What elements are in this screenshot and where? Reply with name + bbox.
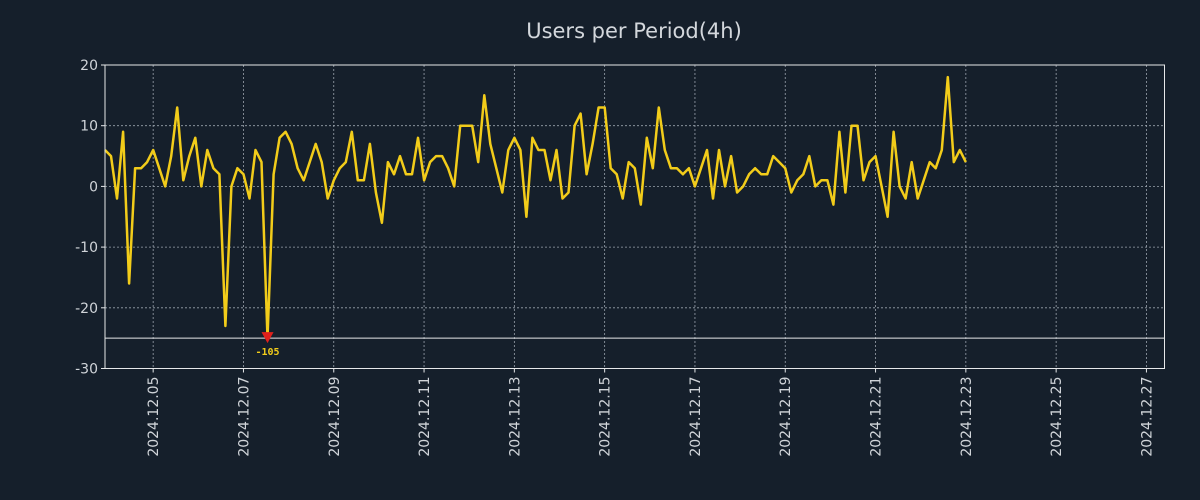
annotations: -105: [255, 332, 280, 358]
y-axis: 20 10 0 -10 -20 -30: [75, 58, 105, 378]
y-tick-label: -30: [75, 362, 98, 378]
y-tick-label: 0: [89, 179, 98, 195]
x-tick-label: 2024.12.05: [146, 377, 162, 457]
series-line-users: [104, 75, 967, 340]
y-tick-label: 20: [80, 58, 98, 74]
x-tick-label: 2024.12.19: [778, 377, 794, 457]
clipped-value-label: -105: [255, 347, 279, 358]
x-tick-label: 2024.12.15: [598, 377, 614, 457]
clipped-value-marker: [261, 332, 274, 344]
x-axis: 2024.12.05 2024.12.07 2024.12.09 2024.12.11…: [146, 368, 1155, 457]
data-points: [104, 77, 966, 339]
plot-frame: [104, 64, 1165, 369]
y-tick-label: -20: [75, 301, 98, 317]
x-tick-label: 2024.12.13: [507, 377, 523, 457]
y-tick-label: -10: [75, 240, 98, 256]
x-tick-label: 2024.12.27: [1139, 377, 1155, 457]
x-tick-label: 2024.12.09: [327, 377, 343, 457]
x-tick-label: 2024.12.23: [959, 377, 975, 457]
chart-title: Users per Period(4h): [526, 19, 742, 43]
x-tick-label: 2024.12.25: [1049, 377, 1065, 457]
x-tick-label: 2024.12.07: [236, 377, 252, 457]
x-tick-label: 2024.12.11: [417, 377, 433, 457]
x-tick-label: 2024.12.17: [688, 377, 704, 457]
x-tick-label: 2024.12.21: [869, 377, 885, 457]
grid: [105, 65, 1165, 369]
y-tick-label: 10: [80, 119, 98, 135]
